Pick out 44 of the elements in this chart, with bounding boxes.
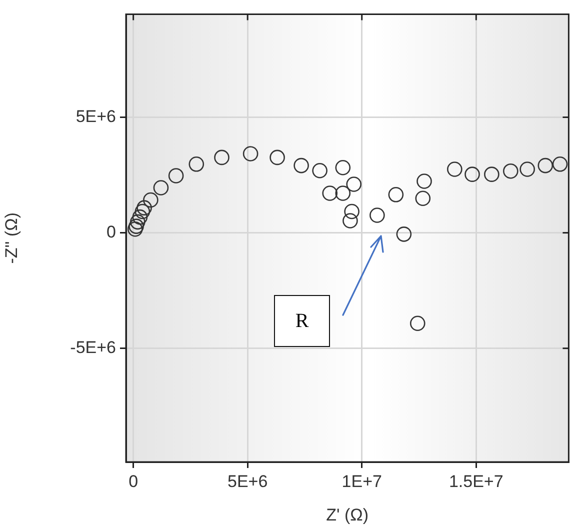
- point: [143, 192, 158, 208]
- point: [484, 166, 500, 182]
- point: [388, 187, 404, 202]
- point: [503, 163, 518, 179]
- point: [447, 162, 462, 177]
- point: [153, 180, 169, 196]
- point: [134, 204, 150, 220]
- point: [130, 214, 146, 230]
- x-tick-label: 1E+7: [342, 472, 382, 491]
- x-tick-label: 0: [128, 472, 138, 491]
- y-axis-title: -Z'' (Ω): [2, 212, 21, 264]
- point: [127, 221, 143, 237]
- point: [322, 186, 338, 201]
- point: [346, 176, 362, 192]
- point: [242, 146, 258, 162]
- point: [370, 208, 385, 223]
- annotation: R: [274, 295, 330, 347]
- y-tick-label: 0: [106, 222, 116, 242]
- y-tick-label: -5E+6: [70, 338, 116, 358]
- point: [552, 156, 568, 172]
- point: [416, 174, 432, 189]
- point: [270, 150, 285, 166]
- point: [464, 166, 480, 182]
- y-tick-label: 5E+6: [76, 106, 116, 126]
- point: [520, 162, 535, 177]
- x-tick-label: 1.5E+7: [448, 472, 504, 491]
- point: [410, 316, 426, 332]
- point: [188, 156, 204, 172]
- point: [344, 204, 360, 220]
- point: [128, 218, 144, 234]
- point: [415, 190, 431, 206]
- point: [214, 150, 230, 166]
- x-tick-label: 5E+6: [227, 472, 268, 491]
- point: [294, 158, 309, 174]
- point: [342, 213, 358, 228]
- point: [132, 209, 148, 225]
- point: [136, 200, 152, 216]
- point: [168, 168, 184, 184]
- point: [335, 186, 351, 201]
- point: [312, 162, 328, 178]
- point: [396, 226, 412, 242]
- x-axis-title: Z' (Ω): [326, 505, 369, 524]
- point: [335, 160, 351, 176]
- point: [538, 158, 554, 174]
